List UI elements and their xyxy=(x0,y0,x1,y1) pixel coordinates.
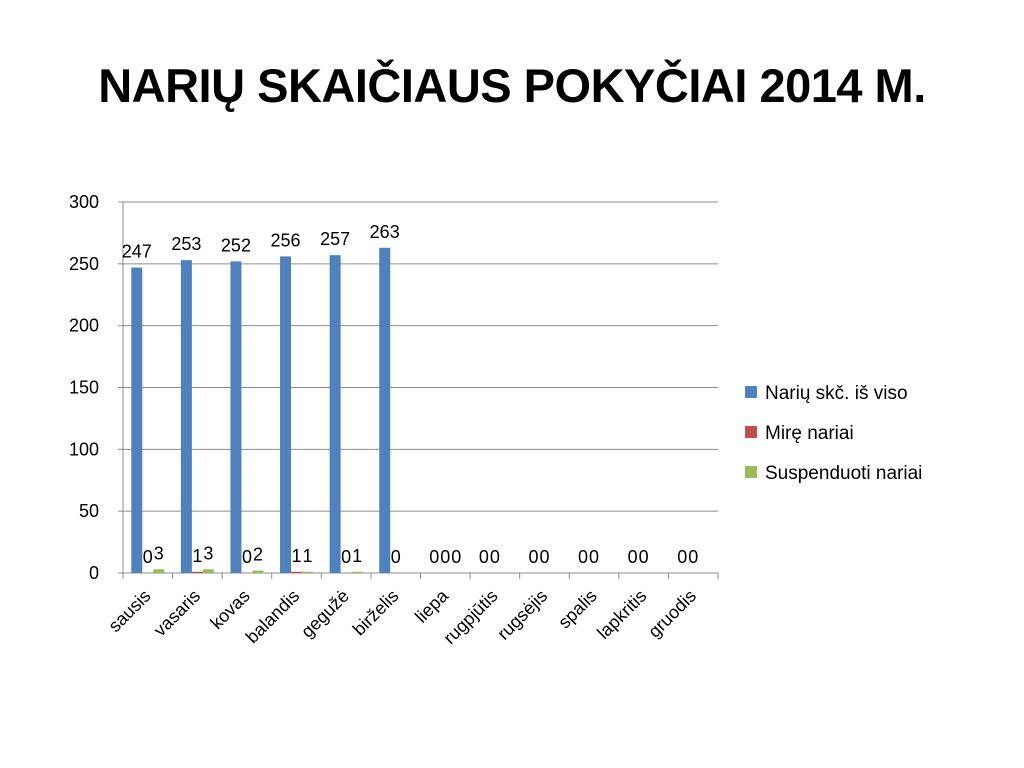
y-tick-label: 50 xyxy=(79,501,99,521)
bar xyxy=(291,571,303,573)
data-label: 3 xyxy=(203,543,213,563)
data-label: 0 xyxy=(589,547,599,567)
bar xyxy=(180,260,192,573)
category-label: liepa xyxy=(411,585,453,627)
category-label: rugpjūtis xyxy=(439,586,501,648)
data-label: 0 xyxy=(440,547,450,567)
data-label: 253 xyxy=(171,234,201,254)
data-label: 256 xyxy=(271,230,301,250)
data-label: 0 xyxy=(451,547,461,567)
data-label: 257 xyxy=(320,229,350,249)
data-label: 0 xyxy=(429,547,439,567)
legend-entry: Narių skč. iš viso xyxy=(765,383,908,404)
data-label: 252 xyxy=(221,235,251,255)
data-label: 0 xyxy=(539,547,549,567)
y-tick-label: 0 xyxy=(89,563,99,583)
data-label: 0 xyxy=(628,547,638,567)
category-label: balandis xyxy=(242,586,304,648)
data-label: 1 xyxy=(292,546,302,566)
legend-entry: Mirę nariai xyxy=(765,423,854,444)
data-label: 0 xyxy=(242,547,252,567)
bar xyxy=(302,571,314,573)
legend-swatch xyxy=(745,466,757,478)
category-label: kovas xyxy=(206,586,253,633)
bar xyxy=(379,247,391,574)
data-label: 0 xyxy=(688,547,698,567)
data-label: 1 xyxy=(303,546,313,566)
data-label: 0 xyxy=(479,547,489,567)
data-label: 0 xyxy=(490,547,500,567)
category-label: sausis xyxy=(104,586,154,636)
category-label: birželis xyxy=(349,586,403,640)
data-label: 0 xyxy=(578,547,588,567)
y-tick-label: 200 xyxy=(69,316,99,336)
category-label: rugsėjis xyxy=(493,586,551,644)
bar xyxy=(191,571,203,573)
bar xyxy=(252,570,264,573)
category-label: gegužė xyxy=(297,586,353,642)
bar xyxy=(329,255,341,573)
data-label: 0 xyxy=(391,547,401,567)
data-label: 0 xyxy=(639,547,649,567)
data-label: 0 xyxy=(677,547,687,567)
bar xyxy=(280,256,292,573)
data-label: 0 xyxy=(341,547,351,567)
y-tick-label: 300 xyxy=(69,192,99,212)
category-label: spalis xyxy=(554,586,601,633)
data-label: 0 xyxy=(143,547,153,567)
gridlines xyxy=(123,201,718,512)
bar xyxy=(230,261,242,573)
y-tick-label: 150 xyxy=(69,378,99,398)
legend-swatch xyxy=(745,426,757,438)
bar xyxy=(131,267,143,573)
data-label: 247 xyxy=(122,242,152,262)
data-label: 0 xyxy=(528,547,538,567)
category-label: lapkritis xyxy=(593,586,650,643)
data-label: 3 xyxy=(154,543,164,563)
bar xyxy=(351,571,363,573)
slide-title: NARIŲ SKAIČIAUS POKYČIAI 2014 M. xyxy=(98,59,926,112)
bar xyxy=(202,569,214,573)
category-label: vasaris xyxy=(150,586,204,640)
y-tick-label: 250 xyxy=(69,254,99,274)
data-label: 263 xyxy=(370,222,400,242)
data-label: 1 xyxy=(352,546,362,566)
category-label: gruodis xyxy=(644,586,700,642)
bars xyxy=(131,247,391,574)
data-label: 2 xyxy=(253,545,263,565)
legend: Narių skč. iš viso Mirę nariai Suspenduoti… xyxy=(745,383,922,484)
data-label: 1 xyxy=(192,546,202,566)
legend-entry: Suspenduoti nariai xyxy=(765,463,922,484)
bar xyxy=(153,569,165,573)
legend-swatch xyxy=(745,386,757,398)
y-tick-label: 100 xyxy=(69,439,99,459)
